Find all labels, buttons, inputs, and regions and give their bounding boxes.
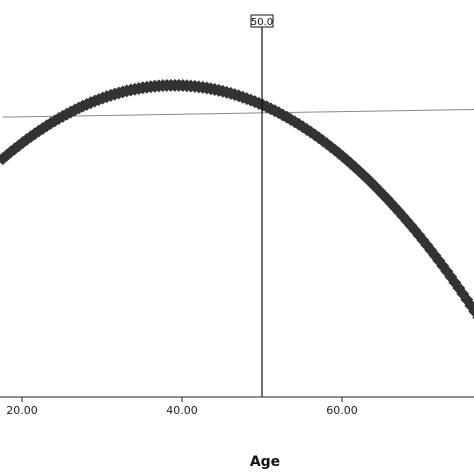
data-point-diamond	[32, 124, 46, 138]
fit-line	[2, 108, 474, 118]
data-point-diamond	[36, 121, 50, 135]
data-point-diamond	[28, 127, 42, 141]
marker-layer	[0, 78, 474, 320]
data-point-diamond	[392, 205, 406, 219]
x-tick-label: 20.00	[6, 404, 38, 417]
reference-line-layer: 50.0	[250, 14, 274, 397]
fit-line-layer	[2, 108, 474, 118]
reference-line-label-box	[250, 14, 274, 28]
data-point-diamond	[468, 305, 474, 318]
x-axis-ticks: 20.00 40.00 60.00	[6, 397, 358, 417]
x-axis-title: Age	[250, 454, 280, 470]
x-tick-label: 60.00	[326, 404, 358, 417]
reference-line-label: 50.0	[251, 17, 273, 28]
data-point-diamond	[424, 243, 438, 257]
x-tick-label: 40.00	[166, 404, 198, 417]
